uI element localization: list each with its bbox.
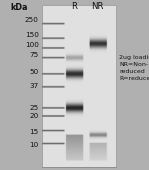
Text: 10: 10 xyxy=(30,142,39,148)
Text: 150: 150 xyxy=(25,32,39,38)
Text: 25: 25 xyxy=(30,105,39,111)
Text: 20: 20 xyxy=(30,113,39,120)
Text: kDa: kDa xyxy=(11,3,28,12)
Text: 37: 37 xyxy=(30,83,39,89)
Text: R: R xyxy=(72,2,77,11)
Text: 250: 250 xyxy=(25,16,39,23)
Text: 15: 15 xyxy=(30,129,39,135)
Bar xyxy=(42,5,116,167)
Text: 2ug loading
NR=Non-
reduced
R=reduced: 2ug loading NR=Non- reduced R=reduced xyxy=(119,55,149,81)
Text: NR: NR xyxy=(91,2,104,11)
Text: 50: 50 xyxy=(30,69,39,75)
Text: 75: 75 xyxy=(30,52,39,58)
Text: 100: 100 xyxy=(25,42,39,48)
